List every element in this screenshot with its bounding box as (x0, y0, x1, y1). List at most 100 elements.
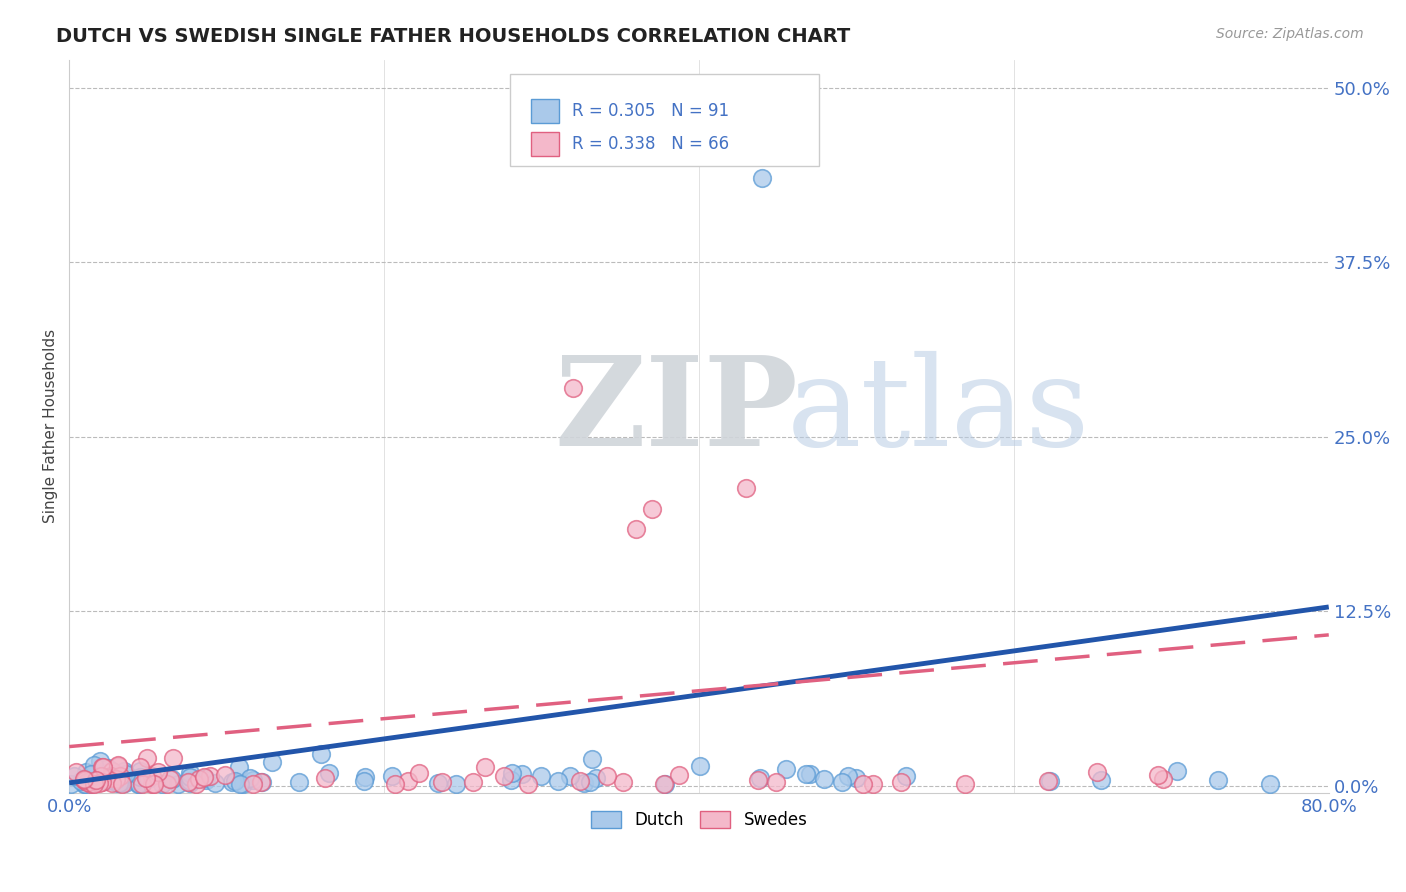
Point (765, 774, 787, 789)
Point (314, 771, 336, 785)
Point (1039, 774, 1062, 789)
Point (70, 773, 93, 788)
Point (112, 764, 135, 779)
Point (896, 769, 918, 783)
Point (141, 769, 163, 783)
Point (159, 772, 181, 787)
Point (831, 775, 853, 789)
Bar (531, 132, 560, 155)
Point (100, 776, 122, 790)
Point (510, 767, 533, 781)
Point (751, 171, 773, 186)
Point (354, 771, 377, 785)
Point (747, 772, 769, 787)
Point (91, 760, 114, 774)
Point (93, 760, 115, 774)
Point (184, 777, 207, 791)
Point (141, 777, 163, 791)
Point (353, 774, 375, 789)
Point (568, 774, 591, 789)
Point (1152, 772, 1174, 787)
Point (204, 776, 226, 790)
Point (852, 777, 875, 791)
Point (80, 767, 103, 781)
Point (288, 775, 311, 789)
Point (193, 770, 215, 784)
Point (73, 773, 96, 788)
Point (408, 765, 430, 780)
Point (430, 774, 453, 789)
Point (229, 777, 252, 791)
Point (837, 769, 859, 783)
Point (136, 772, 159, 786)
Point (136, 751, 159, 765)
Point (104, 774, 127, 789)
Point (91, 775, 114, 789)
Point (198, 769, 221, 783)
Point (129, 764, 152, 779)
Text: R = 0.305   N = 91: R = 0.305 N = 91 (572, 102, 728, 120)
Point (444, 777, 467, 791)
Point (80, 777, 103, 791)
Point (73, 777, 96, 791)
Point (80, 777, 103, 791)
Point (110, 773, 132, 788)
Point (114, 776, 136, 790)
Point (735, 481, 758, 495)
Point (150, 777, 173, 791)
Point (595, 769, 617, 783)
Point (127, 777, 149, 791)
Point (75, 777, 97, 791)
Point (547, 773, 569, 788)
Point (179, 765, 201, 780)
Point (101, 764, 124, 778)
Text: R = 0.338   N = 66: R = 0.338 N = 66 (572, 135, 728, 153)
Point (128, 760, 150, 774)
Point (232, 777, 254, 791)
Point (384, 777, 406, 791)
Point (1147, 768, 1170, 782)
Point (90, 769, 112, 783)
Point (115, 767, 138, 781)
Point (73, 771, 96, 785)
Point (82, 768, 104, 782)
Point (381, 769, 404, 783)
Text: ZIP: ZIP (554, 351, 797, 472)
Point (110, 772, 132, 786)
Point (214, 768, 236, 782)
Point (624, 522, 647, 536)
Point (228, 760, 250, 774)
Point (82, 775, 104, 789)
Point (108, 769, 131, 783)
Point (195, 773, 218, 788)
Point (1085, 764, 1108, 779)
Point (250, 774, 273, 789)
Point (87, 776, 110, 790)
Point (100, 772, 122, 786)
Point (720, 80, 742, 95)
Point (128, 777, 150, 791)
Point (585, 771, 607, 785)
Point (110, 774, 132, 789)
Point (101, 764, 124, 778)
Point (641, 502, 664, 516)
Point (75, 764, 97, 779)
Point (166, 776, 188, 790)
Point (890, 775, 912, 789)
Legend: Dutch, Swedes: Dutch, Swedes (583, 804, 814, 836)
Point (799, 767, 821, 781)
Point (579, 775, 602, 789)
Point (953, 777, 976, 791)
Point (97, 765, 120, 780)
Point (65, 765, 87, 780)
Point (143, 777, 166, 791)
Point (1090, 772, 1112, 787)
Point (862, 777, 884, 791)
Point (501, 772, 523, 787)
Point (162, 751, 184, 765)
Point (654, 777, 676, 791)
Point (318, 765, 340, 780)
Point (668, 768, 690, 782)
Point (160, 772, 183, 787)
Point (188, 772, 211, 787)
